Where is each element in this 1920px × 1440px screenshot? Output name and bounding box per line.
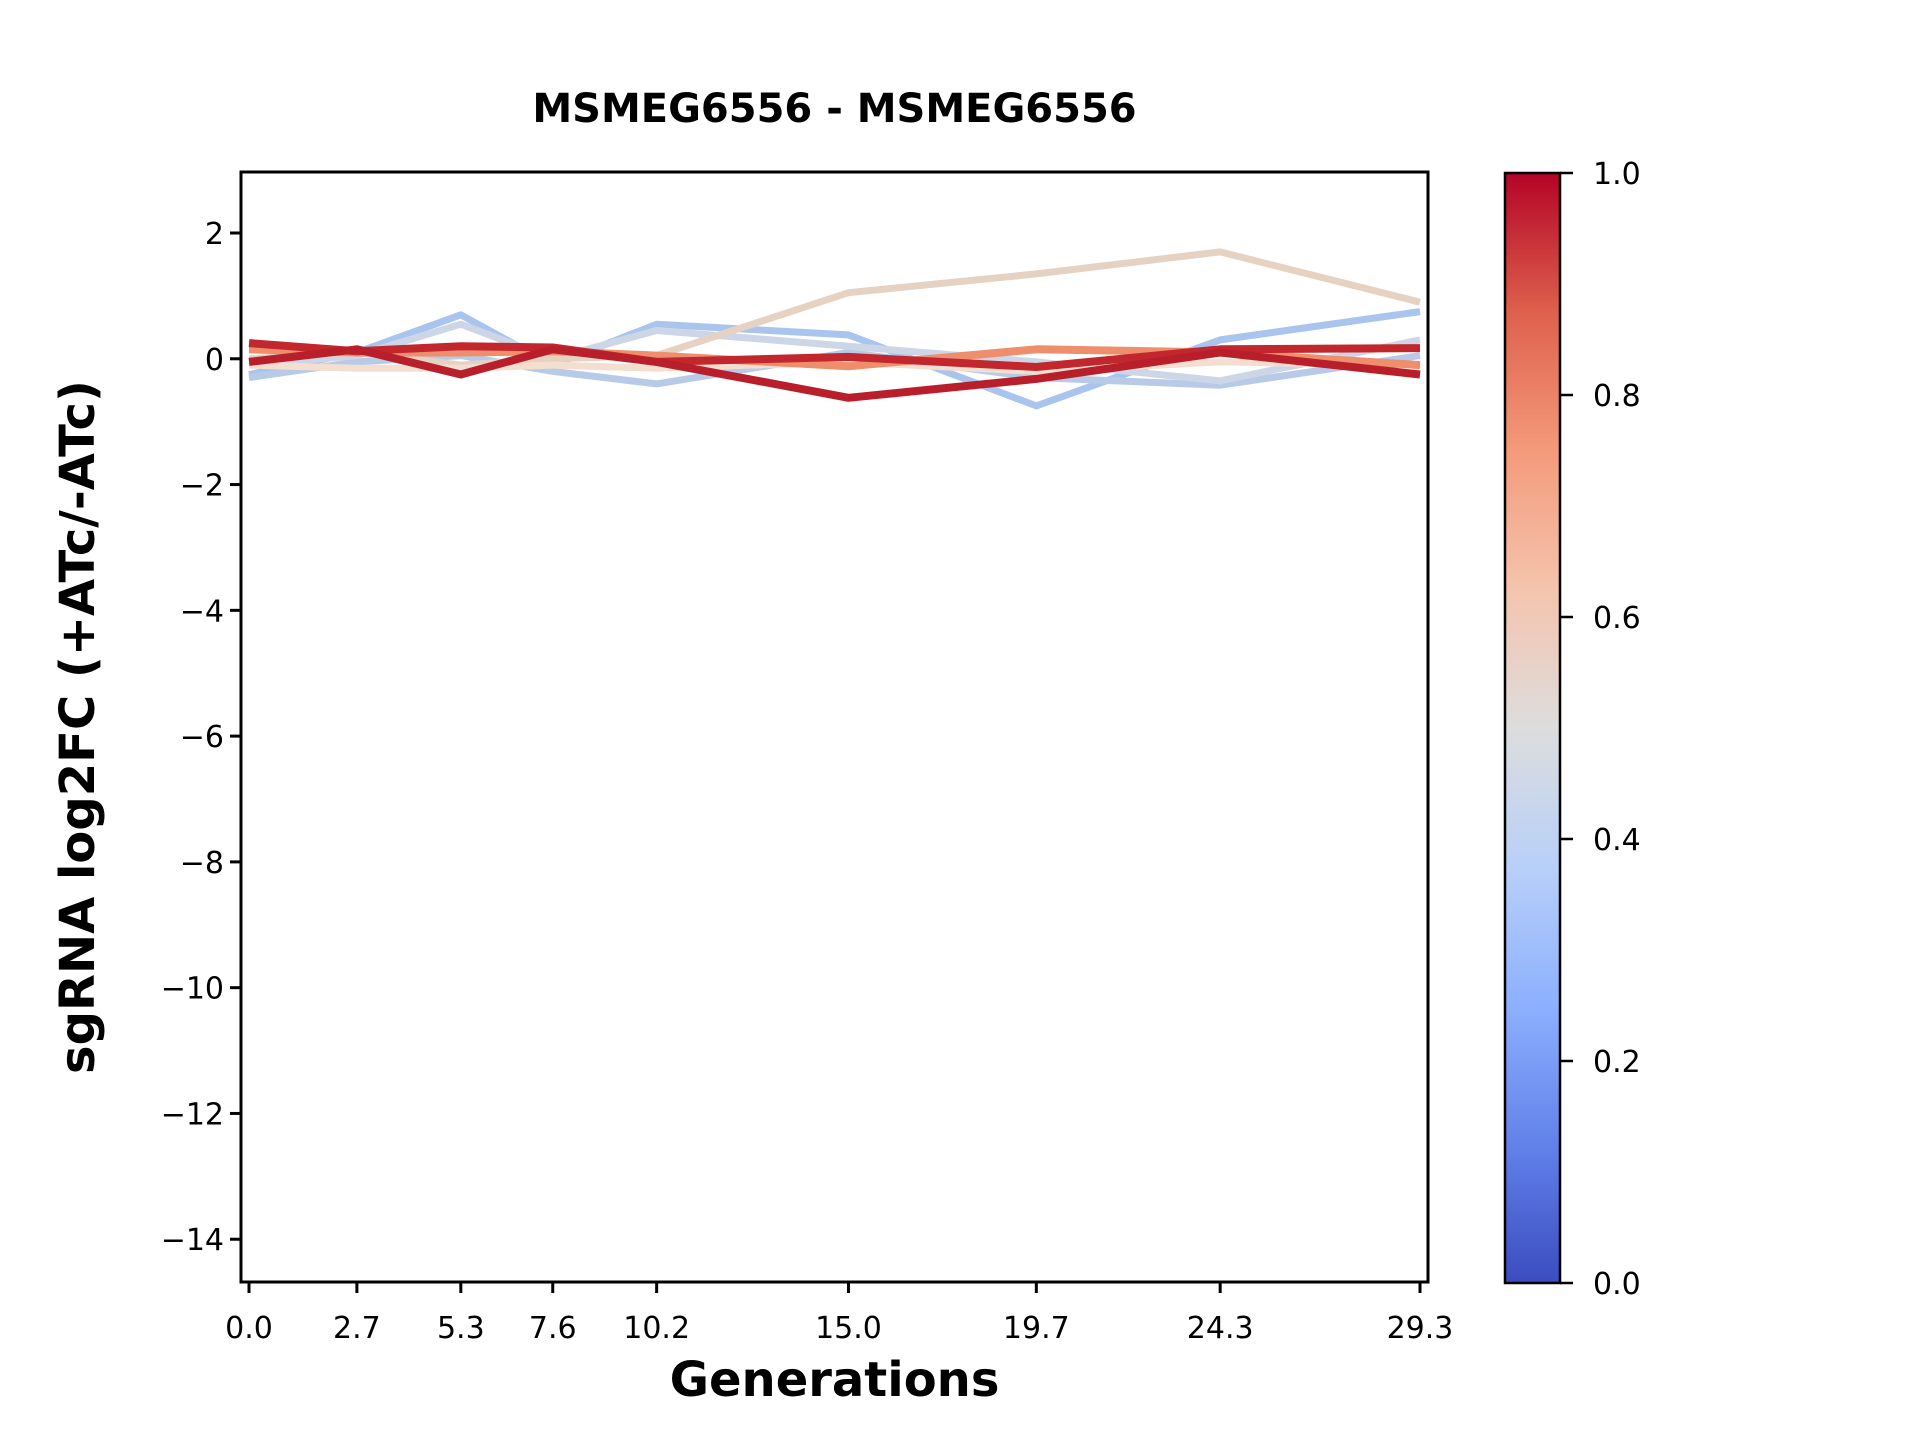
y-tick-label: −8 — [180, 846, 224, 881]
chart-title: MSMEG6556 - MSMEG6556 — [532, 86, 1137, 132]
colorbar-tick-label: 0.6 — [1593, 601, 1641, 636]
colorbar-tick-label: 0.0 — [1593, 1267, 1641, 1302]
y-tick-label: 2 — [205, 217, 224, 252]
x-tick-label: 19.7 — [1003, 1311, 1070, 1346]
x-tick-label: 5.3 — [437, 1311, 485, 1346]
x-tick-label: 15.0 — [815, 1311, 882, 1346]
y-tick-label: −12 — [161, 1097, 224, 1132]
x-tick-label: 2.7 — [333, 1311, 381, 1346]
x-tick-label: 0.0 — [225, 1311, 273, 1346]
y-tick-label: −10 — [161, 972, 224, 1007]
x-tick-label: 29.3 — [1387, 1311, 1454, 1346]
colorbar-tick-label: 0.2 — [1593, 1045, 1641, 1080]
colorbar-tick-label: 0.8 — [1593, 379, 1641, 414]
colorbar — [1503, 171, 1562, 1285]
x-tick-label: 7.6 — [529, 1311, 577, 1346]
x-tick-label: 10.2 — [623, 1311, 690, 1346]
y-tick-label: −6 — [180, 720, 224, 755]
y-tick-label: −2 — [180, 469, 224, 504]
x-axis-label: Generations — [669, 1352, 1000, 1408]
x-tick-label: 24.3 — [1187, 1311, 1254, 1346]
y-tick-label: −14 — [161, 1223, 224, 1258]
y-tick-label: −4 — [180, 594, 224, 629]
y-axis-label: sgRNA log2FC (+ATc/-ATc) — [50, 380, 106, 1074]
series-line-sgRNA-cmap-0.46-gray-blue — [248, 320, 1421, 385]
colorbar-tick-label: 1.0 — [1593, 157, 1641, 192]
series-line-sgRNA-cmap-1.00-dark-red-b — [248, 345, 1421, 402]
colorbar-tick-label: 0.4 — [1593, 823, 1641, 858]
y-tick-label: 0 — [205, 343, 224, 378]
axes-frame — [239, 170, 1430, 1284]
